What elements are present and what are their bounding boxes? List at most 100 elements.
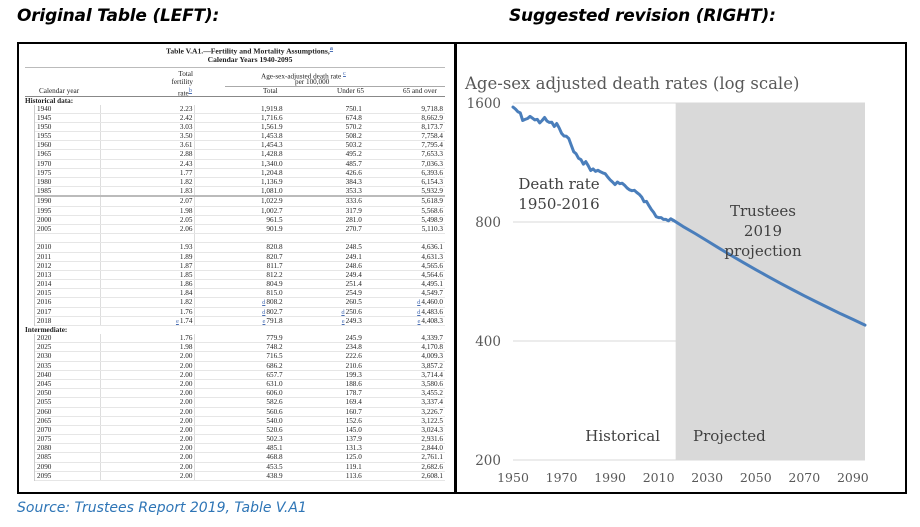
cell-year: 2018	[35, 316, 102, 326]
cell-tfr: 2.00	[101, 425, 196, 435]
cell-under65-value: 570.2	[345, 122, 362, 131]
cell-year-value: 2000	[37, 215, 52, 224]
footnote-link[interactable]: e	[417, 317, 421, 325]
footnote-link[interactable]: d	[341, 308, 345, 316]
footnote-link[interactable]: d	[417, 299, 421, 307]
cell-tfr: e1.74	[101, 316, 196, 326]
cell-tfr: 3.61	[101, 141, 196, 150]
cell-tfr: 1.85	[101, 270, 196, 280]
footnote-link[interactable]: b	[188, 86, 192, 94]
x-tick-label: 2090	[837, 470, 869, 485]
cell-total: 820.7	[195, 253, 284, 261]
projection-series-label: Trustees	[730, 202, 796, 220]
cell-total-value: 502.3	[266, 435, 283, 444]
table-row: 2065 2.00 540.0 152.6 3,122.5	[35, 416, 445, 426]
footnote-link[interactable]: e	[262, 317, 266, 325]
cell-under65: 245.9	[285, 334, 364, 342]
cell-year-value: 2030	[37, 352, 52, 361]
cell-total-value: 716.5	[266, 352, 283, 361]
cell-under65: 248.5	[285, 243, 364, 251]
cell-under65-value: 210.6	[345, 361, 362, 370]
cell-tfr-value: 2.00	[179, 444, 193, 453]
cell-over65: 5,498.9	[364, 216, 445, 224]
cell-over65: 2,844.0	[364, 444, 445, 452]
cell-year: 1945	[35, 113, 102, 122]
cell-tfr-value: 3.61	[179, 141, 193, 150]
y-tick-label: 1600	[467, 96, 501, 112]
footnote-link[interactable]: d	[262, 299, 266, 307]
table-row: 2011 1.89 820.7 249.1 4,631.3	[35, 252, 445, 262]
cell-tfr-value: 2.88	[179, 150, 193, 159]
header-death-rate: Age-sex-adjusted death rate c	[261, 70, 347, 80]
cell-over65: 5,110.3	[364, 225, 445, 233]
section-rows: 1940 2.23 1,919.8 750.1 9,718.8 1945 2.42 1,716…	[34, 104, 445, 327]
table-body: Historical data: 1940 2.23 1,919.8 750.1 9,71…	[25, 97, 445, 482]
footnote-link[interactable]: a	[329, 45, 334, 52]
cell-over65: 4,565.6	[364, 262, 445, 270]
cell-over65-value: 5,618.9	[421, 197, 443, 206]
footnote-link[interactable]: d	[417, 308, 421, 316]
header-total: Total	[263, 86, 278, 95]
cell-year-value: 2017	[37, 307, 52, 316]
cell-total: 1,453.8	[195, 132, 284, 140]
cell-total-value: 901.9	[266, 224, 283, 233]
table-row: 2020 1.76 779.9 245.9 4,339.7	[35, 334, 445, 344]
table-title: Table V.A1.—Fertility and Mortality Assu…	[55, 45, 445, 65]
cell-over65: 2,682.6	[364, 463, 445, 471]
cell-under65-value: 222.6	[345, 352, 362, 361]
table-row: 2000 2.05 961.5 281.0 5,498.9	[35, 215, 445, 225]
cell-year: 2011	[35, 252, 102, 261]
cell-tfr-value: 2.05	[179, 215, 193, 224]
cell-tfr: 2.00	[101, 361, 196, 370]
cell-over65: 4,549.7	[364, 289, 445, 297]
cell-year-value: 2050	[37, 389, 52, 398]
cell-over65-value: 2,761.1	[421, 453, 443, 462]
cell-tfr-value: 2.00	[179, 352, 193, 361]
cell-over65: 9,718.8	[364, 105, 445, 113]
header-per-100000: per 100,000	[295, 77, 330, 86]
historical-series-line	[511, 105, 675, 223]
cell-over65: 4,170.8	[364, 343, 445, 351]
footnote-link[interactable]: e	[341, 317, 345, 325]
cell-total: 657.7	[195, 371, 284, 379]
chart-title: Age-sex adjusted death rates (log scale)	[464, 74, 799, 93]
cell-under65: 152.6	[285, 417, 364, 425]
header-death-rate-label: Age-sex-adjusted death rate	[261, 71, 342, 80]
cell-under65: 169.4	[285, 398, 364, 406]
cell-under65-value: 333.6	[345, 197, 362, 206]
cell-tfr: 1.84	[101, 289, 196, 298]
cell-total: 1,716.6	[195, 114, 284, 122]
cell-total-value: 606.0	[266, 389, 283, 398]
cell-under65	[285, 234, 364, 242]
footnote-link[interactable]: c	[343, 69, 346, 77]
cell-year: 2070	[35, 425, 102, 435]
cell-tfr-value: 1.84	[179, 289, 193, 298]
cell-year: 2080	[35, 444, 102, 453]
cell-year-value: 2015	[37, 289, 52, 298]
cell-over65-value: 3,226.7	[421, 407, 443, 416]
cell-total: 804.9	[195, 280, 284, 288]
cell-year: 1960	[35, 141, 102, 150]
cell-total-value: 1,716.6	[261, 113, 283, 122]
cell-tfr: 1.77	[101, 168, 196, 178]
table-row: 1945 2.42 1,716.6 674.8 8,662.9	[35, 113, 445, 123]
cell-under65: 495.2	[285, 150, 364, 158]
cell-year: 2035	[35, 361, 102, 370]
cell-tfr: 1.83	[101, 187, 196, 196]
cell-under65-value: 281.0	[345, 215, 362, 224]
source-caption: Source: Trustees Report 2019, Table V.A1	[17, 500, 307, 516]
cell-tfr: 1.98	[101, 206, 196, 215]
cell-total-value: 820.7	[266, 252, 283, 261]
footnote-link[interactable]: e	[175, 317, 179, 325]
cell-under65-value: 249.3	[345, 316, 362, 325]
table-row: 1965 2.88 1,428.8 495.2 7,653.3	[35, 150, 445, 160]
cell-year-value: 1985	[37, 187, 52, 196]
cell-tfr-value: 1.76	[179, 307, 193, 316]
cell-tfr-value: 1.98	[179, 206, 193, 215]
cell-year-value: 2013	[37, 270, 52, 279]
cell-year: 2050	[35, 389, 102, 398]
projection-series-label: 2019	[744, 222, 782, 240]
footnote-link[interactable]: d	[262, 308, 266, 316]
table-row: 2005 2.06 901.9 270.7 5,110.3	[35, 224, 445, 235]
x-tick-label: 2050	[740, 470, 772, 485]
